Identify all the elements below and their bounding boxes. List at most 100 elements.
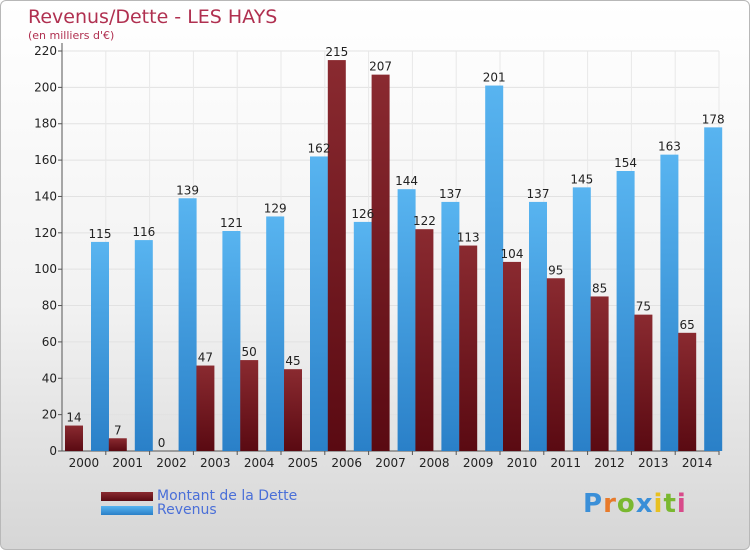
- proxiti-logo: Proxiti: [583, 489, 687, 519]
- y-axis-ticks: 0 20 40 60 80 100 120 140 160 180 200 220: [34, 44, 57, 458]
- bar-revenus: [572, 187, 591, 451]
- logo-letter: t: [663, 489, 677, 519]
- value-label-dette: 104: [501, 247, 524, 261]
- legend-label-revenus: Revenus: [157, 502, 217, 518]
- value-label-revenus: 163: [658, 140, 681, 154]
- legend-swatch-dette: [101, 491, 153, 501]
- legend-swatch-revenus: [101, 505, 153, 515]
- value-label-dette: 7: [114, 423, 122, 437]
- y-tick-label: 0: [49, 444, 57, 458]
- bar-revenus: [529, 201, 547, 451]
- bar-dette: [546, 278, 565, 451]
- value-label-revenus: 139: [176, 183, 199, 197]
- y-tick-label: 20: [42, 408, 57, 422]
- bar-dette: [240, 360, 259, 451]
- legend-item-dette: Montant de la Dette: [101, 488, 297, 504]
- y-tick-label: 60: [42, 335, 57, 349]
- bar-revenus: [660, 154, 679, 452]
- bar-revenus: [266, 216, 285, 451]
- bar-revenus: [485, 85, 504, 451]
- logo-letter: r: [603, 489, 617, 519]
- value-label-dette: 47: [198, 351, 213, 365]
- bar-dette: [284, 369, 302, 451]
- bar-dette: [65, 425, 83, 451]
- bar-revenus: [310, 156, 328, 452]
- x-tick-label: 2009: [463, 456, 494, 470]
- x-axis-ticks: 2000 2001 2002 2003 2004 2005 2006 2007 2008 2009…: [69, 451, 720, 470]
- bar-revenus: [91, 241, 109, 451]
- bar-dette: [590, 296, 609, 451]
- logo-letter: x: [635, 489, 654, 519]
- value-label-dette: 75: [636, 300, 651, 314]
- value-label-revenus: 145: [570, 172, 593, 186]
- value-label-revenus: 178: [702, 112, 725, 126]
- x-tick-label: 2000: [69, 456, 100, 470]
- value-label-revenus: 116: [132, 225, 155, 239]
- logo-letter: o: [616, 489, 636, 519]
- value-label-revenus: 154: [614, 156, 637, 170]
- bar-dette: [503, 261, 521, 451]
- x-tick-label: 2003: [200, 456, 231, 470]
- value-label-revenus: 129: [264, 201, 287, 215]
- value-label-dette: 122: [413, 214, 436, 228]
- legend-label-dette: Montant de la Dette: [157, 488, 298, 504]
- value-label-revenus: 126: [351, 207, 374, 221]
- x-tick-label: 2011: [550, 456, 581, 470]
- bar-revenus: [441, 201, 460, 451]
- bar-dette: [371, 74, 390, 452]
- value-label-dette: 113: [457, 231, 480, 245]
- x-tick-label: 2005: [288, 456, 319, 470]
- value-label-dette: 207: [369, 60, 392, 74]
- logo-letter: P: [583, 489, 604, 519]
- value-label-dette: 215: [325, 45, 348, 59]
- value-label-dette: 14: [66, 411, 81, 425]
- y-tick-label: 120: [34, 226, 57, 240]
- chart-title: Revenus/Dette - LES HAYS: [28, 6, 278, 28]
- y-tick-label: 160: [34, 153, 57, 167]
- bar-dette: [459, 245, 478, 451]
- bar-dette: [634, 314, 653, 451]
- bar-revenus: [353, 221, 372, 451]
- x-tick-label: 2012: [594, 456, 625, 470]
- legend-item-revenus: Revenus: [101, 502, 217, 518]
- bar-dette: [108, 438, 127, 451]
- value-label-dette: 85: [592, 281, 607, 295]
- y-tick-label: 180: [34, 117, 57, 131]
- value-label-revenus: 201: [483, 71, 506, 85]
- x-tick-label: 2001: [112, 456, 143, 470]
- bar-revenus: [397, 189, 416, 451]
- value-label-revenus: 137: [439, 187, 462, 201]
- value-label-revenus: 137: [527, 187, 550, 201]
- bar-revenus: [704, 127, 723, 451]
- y-tick-label: 100: [34, 262, 57, 276]
- y-tick-label: 40: [42, 371, 57, 385]
- value-label-dette: 45: [285, 354, 300, 368]
- value-label-dette: 65: [680, 318, 695, 332]
- logo-letter: i: [676, 489, 687, 519]
- y-tick-label: 220: [34, 44, 57, 58]
- bar-revenus: [178, 198, 197, 451]
- bar-dette: [327, 60, 346, 451]
- x-tick-label: 2014: [682, 456, 713, 470]
- bar-dette: [415, 229, 434, 451]
- bar-revenus: [222, 231, 241, 451]
- value-label-revenus: 115: [89, 227, 112, 241]
- value-label-revenus: 121: [220, 216, 243, 230]
- x-tick-label: 2002: [156, 456, 187, 470]
- x-tick-label: 2007: [375, 456, 406, 470]
- value-label-revenus: 162: [308, 141, 331, 155]
- value-label-dette: 50: [242, 345, 257, 359]
- chart-subtitle: (en milliers d'€): [28, 29, 115, 42]
- bar-dette: [196, 365, 215, 451]
- bar-dette: [678, 332, 697, 451]
- bar-revenus: [616, 171, 635, 451]
- value-label-revenus: 144: [395, 174, 418, 188]
- y-tick-label: 80: [42, 299, 57, 313]
- x-tick-label: 2013: [638, 456, 669, 470]
- y-tick-label: 140: [34, 189, 57, 203]
- bar-revenus: [134, 240, 153, 451]
- x-tick-label: 2004: [244, 456, 275, 470]
- x-tick-label: 2010: [507, 456, 538, 470]
